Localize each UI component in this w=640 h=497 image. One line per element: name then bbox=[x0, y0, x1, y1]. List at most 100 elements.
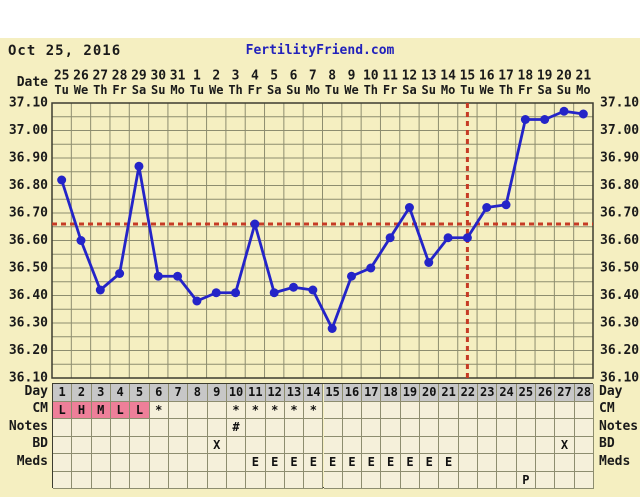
weekday-label: Mo bbox=[576, 83, 590, 97]
table-cell-meds bbox=[574, 454, 594, 472]
weekday-label: Th bbox=[93, 83, 107, 97]
y-axis-label-left: 36.70 bbox=[9, 206, 48, 221]
row-label-left-notes: Notes bbox=[8, 418, 48, 434]
table-cell-notes bbox=[478, 419, 498, 437]
table-cell-day: 17 bbox=[362, 384, 382, 402]
weekday-label: Mo bbox=[441, 83, 455, 97]
row-label-right-cm: CM bbox=[599, 401, 615, 417]
table-cell-cm bbox=[458, 401, 479, 419]
table-cell-bd bbox=[362, 436, 382, 454]
y-axis-label-left: 36.10 bbox=[9, 371, 48, 386]
table-cell-day: 18 bbox=[381, 384, 401, 402]
table-cell-extra bbox=[53, 471, 73, 489]
temperature-point bbox=[540, 115, 550, 124]
table-cell-bd bbox=[439, 436, 459, 454]
table-cell-extra bbox=[110, 471, 131, 489]
y-axis-label-right: 36.30 bbox=[600, 316, 639, 331]
y-axis-label-left: 36.50 bbox=[9, 261, 48, 276]
temperature-point bbox=[404, 203, 414, 212]
weekday-label: Sa bbox=[402, 83, 416, 97]
temperature-point bbox=[443, 233, 453, 243]
date-label: 10 bbox=[363, 69, 379, 84]
table-cell-bd bbox=[265, 436, 285, 454]
table-cell-day: 19 bbox=[400, 384, 421, 402]
y-axis-label-left: 36.20 bbox=[9, 343, 48, 358]
table-cell-cm bbox=[362, 401, 382, 419]
date-label: 14 bbox=[440, 69, 456, 84]
table-cell-day: 1 bbox=[53, 384, 73, 402]
table-cell-extra bbox=[284, 471, 305, 489]
table-cell-cm bbox=[439, 401, 459, 419]
weekday-label: Tu bbox=[54, 83, 68, 97]
table-cell-day: 9 bbox=[207, 384, 227, 402]
table-cell-meds bbox=[555, 454, 575, 472]
table-cell-cm bbox=[323, 401, 343, 419]
table-cell-day: 6 bbox=[149, 384, 169, 402]
table-cell-meds bbox=[188, 454, 208, 472]
table-cell-cm: M bbox=[91, 401, 111, 419]
table-cell-day: 4 bbox=[110, 384, 131, 402]
table-cell-bd bbox=[574, 436, 594, 454]
date-label: 6 bbox=[290, 69, 298, 84]
table-cell-extra bbox=[188, 471, 208, 489]
table-cell-extra bbox=[458, 471, 479, 489]
y-axis-label-left: 36.40 bbox=[9, 288, 48, 303]
table-cell-notes bbox=[53, 419, 73, 437]
date-label: 30 bbox=[150, 69, 166, 84]
temperature-point bbox=[153, 271, 163, 281]
table-cell-day: 27 bbox=[555, 384, 575, 402]
weekday-label: Su bbox=[422, 83, 436, 97]
row-label-left-day: Day bbox=[24, 383, 48, 399]
table-cell-bd bbox=[226, 436, 247, 454]
temperature-point bbox=[269, 288, 279, 298]
weekday-label: We bbox=[74, 83, 88, 97]
table-cell-notes bbox=[362, 419, 382, 437]
temperature-point bbox=[308, 285, 318, 295]
temperature-point bbox=[173, 271, 183, 281]
weekday-label: Su bbox=[557, 83, 571, 97]
table-cell-meds: E bbox=[323, 454, 343, 472]
fertilityfriend-link[interactable]: FertilityFriend.com bbox=[245, 43, 395, 58]
y-axis-label-left: 37.00 bbox=[9, 123, 48, 138]
table-cell-day: 28 bbox=[574, 384, 594, 402]
table-cell-extra bbox=[439, 471, 459, 489]
table-cell-cm bbox=[478, 401, 498, 419]
table-cell-bd bbox=[420, 436, 440, 454]
table-cell-notes bbox=[304, 419, 324, 437]
table-cell-bd bbox=[516, 436, 537, 454]
table-cell-meds bbox=[497, 454, 517, 472]
weekday-label: Fr bbox=[518, 83, 532, 97]
table-cell-meds: E bbox=[400, 454, 421, 472]
y-axis-label-left: 36.60 bbox=[9, 233, 48, 248]
table-cell-day: 14 bbox=[304, 384, 324, 402]
y-axis-label-left: 37.10 bbox=[9, 96, 48, 111]
table-cell-meds: E bbox=[420, 454, 440, 472]
table-cell-notes bbox=[497, 419, 517, 437]
table-cell-extra bbox=[304, 471, 324, 489]
row-label-right-bd: BD bbox=[599, 436, 615, 452]
row-label-right-notes: Notes bbox=[599, 418, 639, 434]
table-cell-extra bbox=[168, 471, 189, 489]
temperature-point bbox=[115, 269, 125, 278]
temperature-point bbox=[57, 175, 67, 185]
table-cell-meds bbox=[110, 454, 131, 472]
y-axis-label-right: 36.50 bbox=[600, 261, 639, 276]
date-label: 4 bbox=[251, 69, 259, 84]
table-cell-notes bbox=[516, 419, 537, 437]
y-axis-label-left: 36.30 bbox=[9, 316, 48, 331]
temperature-point bbox=[424, 258, 434, 267]
table-cell-bd bbox=[323, 436, 343, 454]
weekday-label: Tu bbox=[190, 83, 204, 97]
date-label: 27 bbox=[92, 69, 108, 84]
table-cell-cm bbox=[555, 401, 575, 419]
table-cell-notes bbox=[555, 419, 575, 437]
table-cell-extra bbox=[420, 471, 440, 489]
table-cell-bd bbox=[400, 436, 421, 454]
date-label: 15 bbox=[460, 69, 476, 84]
date-label: 2 bbox=[212, 69, 220, 84]
y-axis-label-right: 36.70 bbox=[600, 206, 639, 221]
table-cell-notes bbox=[381, 419, 401, 437]
table-cell-day: 8 bbox=[188, 384, 208, 402]
table-cell-meds bbox=[226, 454, 247, 472]
temperature-point bbox=[559, 106, 569, 116]
